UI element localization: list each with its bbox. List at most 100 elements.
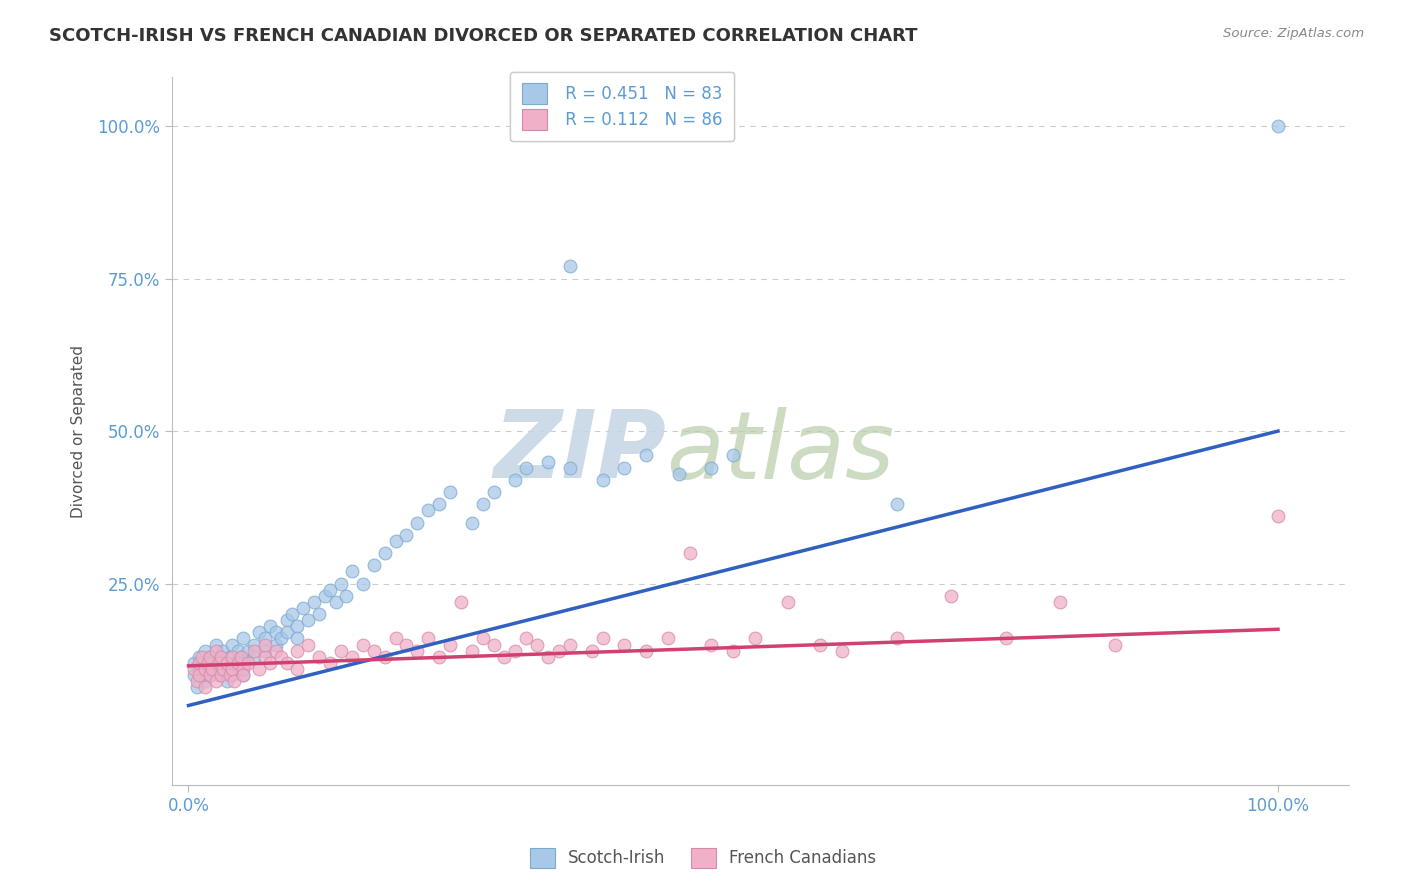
Point <box>319 582 342 597</box>
Point <box>657 632 679 646</box>
Point <box>340 649 363 664</box>
Point <box>537 454 560 468</box>
Point <box>287 619 309 633</box>
Legend: Scotch-Irish, French Canadians: Scotch-Irish, French Canadians <box>523 841 883 875</box>
Point <box>194 643 217 657</box>
Point <box>482 485 505 500</box>
Point <box>208 668 231 682</box>
Point <box>526 638 548 652</box>
Point <box>209 668 232 682</box>
Point <box>439 485 461 500</box>
Point <box>259 656 281 670</box>
Point <box>406 643 429 657</box>
Point <box>232 662 254 676</box>
Point <box>209 662 232 676</box>
Point <box>201 662 224 676</box>
Point <box>270 632 292 646</box>
Point <box>209 649 232 664</box>
Text: atlas: atlas <box>666 407 894 498</box>
Point <box>363 643 385 657</box>
Point <box>471 632 494 646</box>
Point <box>270 649 292 664</box>
Point <box>276 613 298 627</box>
Point <box>212 662 235 676</box>
Point <box>200 649 222 664</box>
Point <box>537 649 560 664</box>
Text: Source: ZipAtlas.com: Source: ZipAtlas.com <box>1223 27 1364 40</box>
Point <box>427 497 450 511</box>
Point <box>229 649 252 664</box>
Point <box>592 473 614 487</box>
Point <box>319 656 342 670</box>
Point <box>226 643 249 657</box>
Point <box>886 632 908 646</box>
Point <box>427 649 450 664</box>
Point <box>581 643 603 657</box>
Point <box>238 656 260 670</box>
Point <box>439 638 461 652</box>
Point <box>243 638 266 652</box>
Point <box>302 595 325 609</box>
Point <box>194 680 217 694</box>
Point <box>215 656 238 670</box>
Point <box>723 449 745 463</box>
Point <box>395 638 418 652</box>
Point <box>384 632 406 646</box>
Point <box>886 497 908 511</box>
Point <box>212 643 235 657</box>
Point <box>276 656 298 670</box>
Point <box>224 674 246 689</box>
Point <box>482 638 505 652</box>
Point <box>226 662 249 676</box>
Point <box>204 638 226 652</box>
Y-axis label: Divorced or Separated: Divorced or Separated <box>72 344 86 517</box>
Point <box>194 674 217 689</box>
Point <box>450 595 472 609</box>
Point <box>264 643 287 657</box>
Point <box>208 656 231 670</box>
Point <box>253 638 276 652</box>
Point <box>515 632 537 646</box>
Point <box>1267 509 1289 524</box>
Point <box>1104 638 1126 652</box>
Point <box>723 643 745 657</box>
Point <box>190 668 212 682</box>
Point <box>201 662 224 676</box>
Text: SCOTCH-IRISH VS FRENCH CANADIAN DIVORCED OR SEPARATED CORRELATION CHART: SCOTCH-IRISH VS FRENCH CANADIAN DIVORCED… <box>49 27 918 45</box>
Point <box>243 649 266 664</box>
Point <box>939 589 962 603</box>
Point <box>204 674 226 689</box>
Point <box>395 528 418 542</box>
Point <box>418 503 440 517</box>
Point <box>253 649 276 664</box>
Point <box>197 656 219 670</box>
Point <box>406 516 429 530</box>
Point <box>352 576 374 591</box>
Point <box>461 516 484 530</box>
Point <box>215 674 238 689</box>
Point <box>233 656 256 670</box>
Point <box>592 632 614 646</box>
Point <box>831 643 853 657</box>
Point <box>183 668 205 682</box>
Point <box>505 643 527 657</box>
Point <box>810 638 832 652</box>
Point <box>297 638 319 652</box>
Point <box>700 460 723 475</box>
Point <box>636 449 658 463</box>
Point <box>221 668 243 682</box>
Point <box>188 656 211 670</box>
Point <box>247 662 270 676</box>
Point <box>418 632 440 646</box>
Point <box>209 649 232 664</box>
Point <box>200 668 222 682</box>
Point <box>776 595 799 609</box>
Point <box>994 632 1017 646</box>
Point <box>219 668 242 682</box>
Point <box>548 643 571 657</box>
Point <box>325 595 347 609</box>
Point <box>287 632 309 646</box>
Point <box>264 638 287 652</box>
Point <box>1049 595 1071 609</box>
Point <box>613 638 636 652</box>
